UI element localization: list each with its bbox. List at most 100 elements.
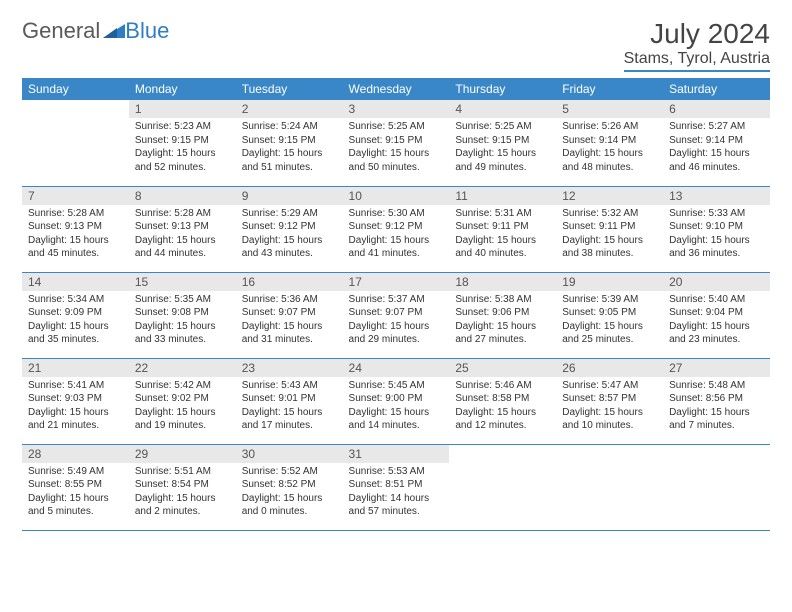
- calendar-day-cell: 28Sunrise: 5:49 AMSunset: 8:55 PMDayligh…: [22, 444, 129, 530]
- weekday-header: Friday: [556, 78, 663, 100]
- calendar-day-cell: [449, 444, 556, 530]
- calendar-day-cell: 21Sunrise: 5:41 AMSunset: 9:03 PMDayligh…: [22, 358, 129, 444]
- calendar-week-row: 14Sunrise: 5:34 AMSunset: 9:09 PMDayligh…: [22, 272, 770, 358]
- weekday-header: Monday: [129, 78, 236, 100]
- day-info: Sunrise: 5:32 AMSunset: 9:11 PMDaylight:…: [556, 205, 663, 265]
- day-info: Sunrise: 5:35 AMSunset: 9:08 PMDaylight:…: [129, 291, 236, 351]
- day-number: 23: [236, 359, 343, 377]
- calendar-week-row: 7Sunrise: 5:28 AMSunset: 9:13 PMDaylight…: [22, 186, 770, 272]
- calendar-day-cell: 23Sunrise: 5:43 AMSunset: 9:01 PMDayligh…: [236, 358, 343, 444]
- weekday-header: Thursday: [449, 78, 556, 100]
- day-info: Sunrise: 5:28 AMSunset: 9:13 PMDaylight:…: [22, 205, 129, 265]
- day-info: Sunrise: 5:49 AMSunset: 8:55 PMDaylight:…: [22, 463, 129, 523]
- calendar-day-cell: 29Sunrise: 5:51 AMSunset: 8:54 PMDayligh…: [129, 444, 236, 530]
- day-number: 15: [129, 273, 236, 291]
- calendar-day-cell: 20Sunrise: 5:40 AMSunset: 9:04 PMDayligh…: [663, 272, 770, 358]
- day-info: Sunrise: 5:38 AMSunset: 9:06 PMDaylight:…: [449, 291, 556, 351]
- day-info: Sunrise: 5:25 AMSunset: 9:15 PMDaylight:…: [449, 118, 556, 178]
- day-info: Sunrise: 5:33 AMSunset: 9:10 PMDaylight:…: [663, 205, 770, 265]
- weekday-header: Saturday: [663, 78, 770, 100]
- day-info: Sunrise: 5:42 AMSunset: 9:02 PMDaylight:…: [129, 377, 236, 437]
- day-number: 12: [556, 187, 663, 205]
- day-number: 19: [556, 273, 663, 291]
- day-info: Sunrise: 5:24 AMSunset: 9:15 PMDaylight:…: [236, 118, 343, 178]
- calendar-day-cell: 10Sunrise: 5:30 AMSunset: 9:12 PMDayligh…: [343, 186, 450, 272]
- calendar-day-cell: 26Sunrise: 5:47 AMSunset: 8:57 PMDayligh…: [556, 358, 663, 444]
- title-block: July 2024 Stams, Tyrol, Austria: [624, 18, 770, 72]
- day-number: 28: [22, 445, 129, 463]
- calendar-day-cell: 25Sunrise: 5:46 AMSunset: 8:58 PMDayligh…: [449, 358, 556, 444]
- day-number: 3: [343, 100, 450, 118]
- calendar-day-cell: 2Sunrise: 5:24 AMSunset: 9:15 PMDaylight…: [236, 100, 343, 186]
- day-info: Sunrise: 5:53 AMSunset: 8:51 PMDaylight:…: [343, 463, 450, 523]
- calendar-day-cell: 17Sunrise: 5:37 AMSunset: 9:07 PMDayligh…: [343, 272, 450, 358]
- calendar-day-cell: 24Sunrise: 5:45 AMSunset: 9:00 PMDayligh…: [343, 358, 450, 444]
- calendar-day-cell: 15Sunrise: 5:35 AMSunset: 9:08 PMDayligh…: [129, 272, 236, 358]
- calendar-day-cell: 9Sunrise: 5:29 AMSunset: 9:12 PMDaylight…: [236, 186, 343, 272]
- calendar-day-cell: [556, 444, 663, 530]
- day-number: 26: [556, 359, 663, 377]
- day-number: 5: [556, 100, 663, 118]
- calendar-week-row: 28Sunrise: 5:49 AMSunset: 8:55 PMDayligh…: [22, 444, 770, 530]
- day-number: 4: [449, 100, 556, 118]
- day-info: Sunrise: 5:34 AMSunset: 9:09 PMDaylight:…: [22, 291, 129, 351]
- calendar-day-cell: 5Sunrise: 5:26 AMSunset: 9:14 PMDaylight…: [556, 100, 663, 186]
- calendar-body: 1Sunrise: 5:23 AMSunset: 9:15 PMDaylight…: [22, 100, 770, 530]
- calendar-day-cell: 27Sunrise: 5:48 AMSunset: 8:56 PMDayligh…: [663, 358, 770, 444]
- day-number: 9: [236, 187, 343, 205]
- day-info: Sunrise: 5:31 AMSunset: 9:11 PMDaylight:…: [449, 205, 556, 265]
- day-info: Sunrise: 5:40 AMSunset: 9:04 PMDaylight:…: [663, 291, 770, 351]
- day-number: 31: [343, 445, 450, 463]
- day-info: Sunrise: 5:41 AMSunset: 9:03 PMDaylight:…: [22, 377, 129, 437]
- weekday-header-row: SundayMondayTuesdayWednesdayThursdayFrid…: [22, 78, 770, 100]
- calendar-day-cell: 18Sunrise: 5:38 AMSunset: 9:06 PMDayligh…: [449, 272, 556, 358]
- day-info: Sunrise: 5:26 AMSunset: 9:14 PMDaylight:…: [556, 118, 663, 178]
- calendar-day-cell: 1Sunrise: 5:23 AMSunset: 9:15 PMDaylight…: [129, 100, 236, 186]
- logo: General Blue: [22, 18, 169, 44]
- calendar-day-cell: 22Sunrise: 5:42 AMSunset: 9:02 PMDayligh…: [129, 358, 236, 444]
- calendar-day-cell: 14Sunrise: 5:34 AMSunset: 9:09 PMDayligh…: [22, 272, 129, 358]
- day-info: Sunrise: 5:36 AMSunset: 9:07 PMDaylight:…: [236, 291, 343, 351]
- calendar-day-cell: 31Sunrise: 5:53 AMSunset: 8:51 PMDayligh…: [343, 444, 450, 530]
- logo-text-general: General: [22, 18, 100, 44]
- day-number: 6: [663, 100, 770, 118]
- calendar-day-cell: 6Sunrise: 5:27 AMSunset: 9:14 PMDaylight…: [663, 100, 770, 186]
- day-info: Sunrise: 5:45 AMSunset: 9:00 PMDaylight:…: [343, 377, 450, 437]
- day-info: Sunrise: 5:52 AMSunset: 8:52 PMDaylight:…: [236, 463, 343, 523]
- day-number: 8: [129, 187, 236, 205]
- day-number: 20: [663, 273, 770, 291]
- day-info: Sunrise: 5:46 AMSunset: 8:58 PMDaylight:…: [449, 377, 556, 437]
- day-info: Sunrise: 5:47 AMSunset: 8:57 PMDaylight:…: [556, 377, 663, 437]
- weekday-header: Wednesday: [343, 78, 450, 100]
- day-number: 11: [449, 187, 556, 205]
- day-info: Sunrise: 5:51 AMSunset: 8:54 PMDaylight:…: [129, 463, 236, 523]
- day-number: 24: [343, 359, 450, 377]
- day-number: 18: [449, 273, 556, 291]
- calendar-day-cell: 12Sunrise: 5:32 AMSunset: 9:11 PMDayligh…: [556, 186, 663, 272]
- day-number: 22: [129, 359, 236, 377]
- calendar-day-cell: 11Sunrise: 5:31 AMSunset: 9:11 PMDayligh…: [449, 186, 556, 272]
- day-number: 2: [236, 100, 343, 118]
- calendar-day-cell: 7Sunrise: 5:28 AMSunset: 9:13 PMDaylight…: [22, 186, 129, 272]
- month-title: July 2024: [624, 18, 770, 50]
- calendar-day-cell: 19Sunrise: 5:39 AMSunset: 9:05 PMDayligh…: [556, 272, 663, 358]
- day-number: 1: [129, 100, 236, 118]
- calendar-day-cell: 3Sunrise: 5:25 AMSunset: 9:15 PMDaylight…: [343, 100, 450, 186]
- day-number: 27: [663, 359, 770, 377]
- calendar-day-cell: 13Sunrise: 5:33 AMSunset: 9:10 PMDayligh…: [663, 186, 770, 272]
- header: General Blue July 2024 Stams, Tyrol, Aus…: [22, 18, 770, 72]
- logo-triangle-icon: [103, 18, 125, 44]
- day-number: 14: [22, 273, 129, 291]
- day-number: 25: [449, 359, 556, 377]
- weekday-header: Tuesday: [236, 78, 343, 100]
- location-text: Stams, Tyrol, Austria: [624, 50, 770, 72]
- day-number: 7: [22, 187, 129, 205]
- day-info: Sunrise: 5:23 AMSunset: 9:15 PMDaylight:…: [129, 118, 236, 178]
- day-info: Sunrise: 5:27 AMSunset: 9:14 PMDaylight:…: [663, 118, 770, 178]
- calendar-table: SundayMondayTuesdayWednesdayThursdayFrid…: [22, 78, 770, 531]
- calendar-day-cell: [22, 100, 129, 186]
- day-number: 10: [343, 187, 450, 205]
- calendar-week-row: 1Sunrise: 5:23 AMSunset: 9:15 PMDaylight…: [22, 100, 770, 186]
- calendar-day-cell: 8Sunrise: 5:28 AMSunset: 9:13 PMDaylight…: [129, 186, 236, 272]
- calendar-day-cell: 16Sunrise: 5:36 AMSunset: 9:07 PMDayligh…: [236, 272, 343, 358]
